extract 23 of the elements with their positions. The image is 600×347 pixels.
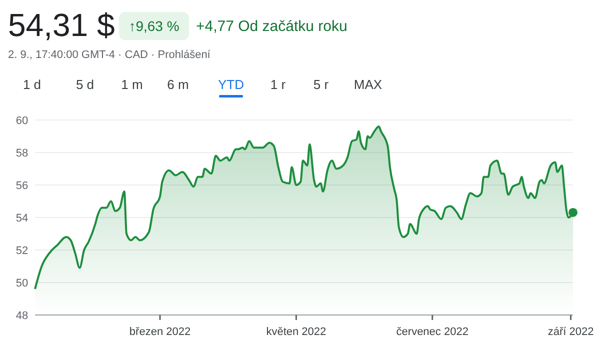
text: 5 r <box>313 77 330 92</box>
text: 1 r <box>270 77 286 92</box>
text: 6 m <box>167 77 189 92</box>
x-tick-label: červenec 2022 <box>396 326 468 338</box>
y-tick-label: 48 <box>16 310 28 322</box>
text: YTD <box>218 77 244 92</box>
y-tick-label: 50 <box>16 278 28 290</box>
text: 5 d <box>76 77 94 92</box>
chart-subtitle: 2. 9., 17:40:00 GMT-4 · CAD · Prohlášení <box>8 49 212 61</box>
y-tick-label: 54 <box>16 212 28 224</box>
text: ↑9,63 % <box>128 18 180 34</box>
text: +4,77 Od začátku roku <box>196 18 348 35</box>
text: MAX <box>354 77 382 92</box>
y-tick-label: 60 <box>16 115 28 127</box>
x-tick-label: květen 2022 <box>266 326 326 338</box>
x-tick-label: září 2022 <box>548 326 594 338</box>
chart-title: 54,31 $ <box>8 7 115 43</box>
y-tick-label: 58 <box>16 148 28 160</box>
text: 1 m <box>121 77 143 92</box>
text: 1 d <box>22 77 42 92</box>
y-tick-label: 56 <box>16 180 28 192</box>
x-tick-label: březen 2022 <box>129 326 191 338</box>
y-tick-label: 52 <box>16 245 28 257</box>
